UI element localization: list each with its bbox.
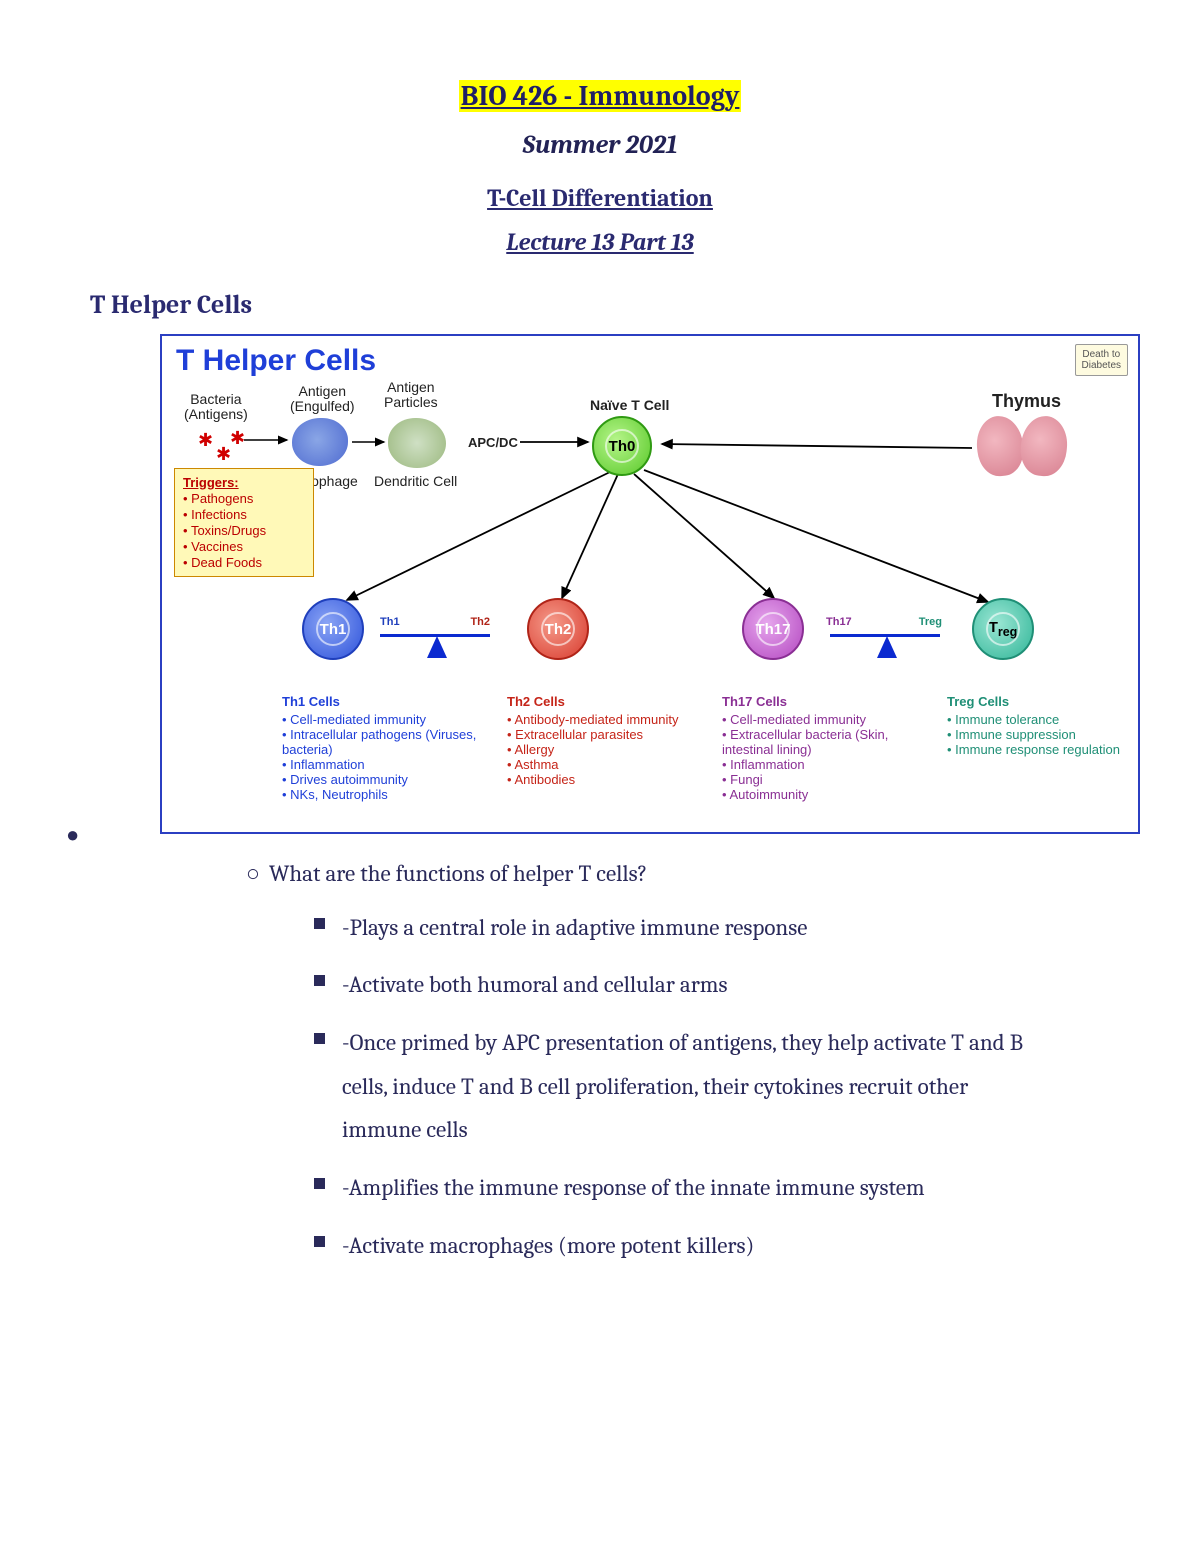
col-th2-item: Asthma <box>507 757 717 772</box>
label-antigen-engulfed: Antigen (Engulfed) <box>290 384 355 415</box>
col-th17-item: Cell-mediated immunity <box>722 712 932 727</box>
label-naive-t: Naïve T Cell <box>590 398 669 413</box>
badge-line1: Death to <box>1082 349 1121 360</box>
balance-left-label: Th1 <box>380 616 400 628</box>
col-th1-item: Cell-mediated immunity <box>282 712 492 727</box>
balance-right-label: Th2 <box>470 616 490 628</box>
col-th2-item: Antibody-mediated immunity <box>507 712 717 727</box>
col-th17-title: Th17 Cells <box>722 694 932 709</box>
col-treg-title: Treg Cells <box>947 694 1127 709</box>
col-th17: Th17 Cells Cell-mediated immunity Extrac… <box>722 694 932 802</box>
thymus-icon <box>977 416 1067 480</box>
col-treg: Treg Cells Immune tolerance Immune suppr… <box>947 694 1127 757</box>
notes-block: What are the functions of helper T cells… <box>270 852 1040 1268</box>
triggers-item: • Dead Foods <box>183 555 305 570</box>
col-th1-title: Th1 Cells <box>282 694 492 709</box>
node-th0: Th0 <box>592 416 652 476</box>
term: Summer 2021 <box>90 130 1110 160</box>
thelper-diagram: T Helper Cells Death to Diabetes Bacteri… <box>160 334 1140 834</box>
col-th1-item: Inflammation <box>282 757 492 772</box>
label-dendritic: Dendritic Cell <box>374 474 457 489</box>
dendritic-icon <box>388 418 446 468</box>
label-apcdc: APC/DC <box>468 436 518 450</box>
topic: T-Cell Differentiation <box>90 184 1110 212</box>
notes-answer: -Amplifies the immune response of the in… <box>314 1166 1040 1210</box>
triggers-item: • Vaccines <box>183 539 305 554</box>
col-th1: Th1 Cells Cell-mediated immunity Intrace… <box>282 694 492 802</box>
lead-bullet-icon: ● <box>66 822 79 848</box>
col-th2-item: Antibodies <box>507 772 717 787</box>
notes-question: What are the functions of helper T cells… <box>270 852 1040 896</box>
node-treg: Treg <box>972 598 1034 660</box>
diagram-badge: Death to Diabetes <box>1075 344 1128 376</box>
balance-left-label: Th17 <box>826 616 852 628</box>
triggers-item: • Pathogens <box>183 491 305 506</box>
antigen-star-icon: ✱ <box>230 428 245 449</box>
badge-line2: Diabetes <box>1082 360 1121 371</box>
col-th2: Th2 Cells Antibody-mediated immunity Ext… <box>507 694 717 787</box>
col-th2-item: Extracellular parasites <box>507 727 717 742</box>
triggers-title: Triggers: <box>183 475 305 490</box>
header-block: BIO 426 - Immunology Summer 2021 T-Cell … <box>90 80 1110 256</box>
diagram-title: T Helper Cells <box>176 344 376 378</box>
notes-answer: -Once primed by APC presentation of anti… <box>314 1021 1040 1152</box>
col-th17-item: Fungi <box>722 772 932 787</box>
lecture-line: Lecture 13 Part 13 <box>90 228 1110 256</box>
triggers-item: • Infections <box>183 507 305 522</box>
node-th2: Th2 <box>527 598 589 660</box>
label-thymus: Thymus <box>992 392 1061 412</box>
col-treg-item: Immune suppression <box>947 727 1127 742</box>
label-antigen-particles: Antigen Particles <box>384 380 438 411</box>
col-treg-item: Immune response regulation <box>947 742 1127 757</box>
triggers-box: Triggers: • Pathogens • Infections • Tox… <box>174 468 314 577</box>
notes-answer: -Plays a central role in adaptive immune… <box>314 906 1040 950</box>
balance-right-label: Treg <box>919 616 942 628</box>
antigen-star-icon: ✱ <box>198 430 213 451</box>
document-page: BIO 426 - Immunology Summer 2021 T-Cell … <box>0 0 1200 1553</box>
label-bacteria: Bacteria (Antigens) <box>184 392 248 423</box>
course-title: BIO 426 - Immunology <box>459 80 742 112</box>
col-th1-item: NKs, Neutrophils <box>282 787 492 802</box>
triggers-item: • Toxins/Drugs <box>183 523 305 538</box>
col-th17-item: Extracellular bacteria (Skin, intestinal… <box>722 727 932 757</box>
notes-answer: -Activate both humoral and cellular arms <box>314 963 1040 1007</box>
col-th17-item: Inflammation <box>722 757 932 772</box>
col-th1-item: Drives autoimmunity <box>282 772 492 787</box>
col-th17-item: Autoimmunity <box>722 787 932 802</box>
col-th2-title: Th2 Cells <box>507 694 717 709</box>
col-th2-item: Allergy <box>507 742 717 757</box>
section-heading: T Helper Cells <box>90 290 1110 320</box>
node-th1: Th1 <box>302 598 364 660</box>
notes-answers: -Plays a central role in adaptive immune… <box>314 906 1040 1268</box>
macrophage-icon <box>292 418 348 466</box>
notes-answer: -Activate macrophages (more potent kille… <box>314 1224 1040 1268</box>
antigen-star-icon: ✱ <box>216 444 231 465</box>
col-treg-item: Immune tolerance <box>947 712 1127 727</box>
balance-th1-th2: Th1 Th2 <box>380 628 490 660</box>
node-th17: Th17 <box>742 598 804 660</box>
col-th1-item: Intracellular pathogens (Viruses, bacter… <box>282 727 492 757</box>
balance-th17-treg: Th17 Treg <box>830 628 940 660</box>
